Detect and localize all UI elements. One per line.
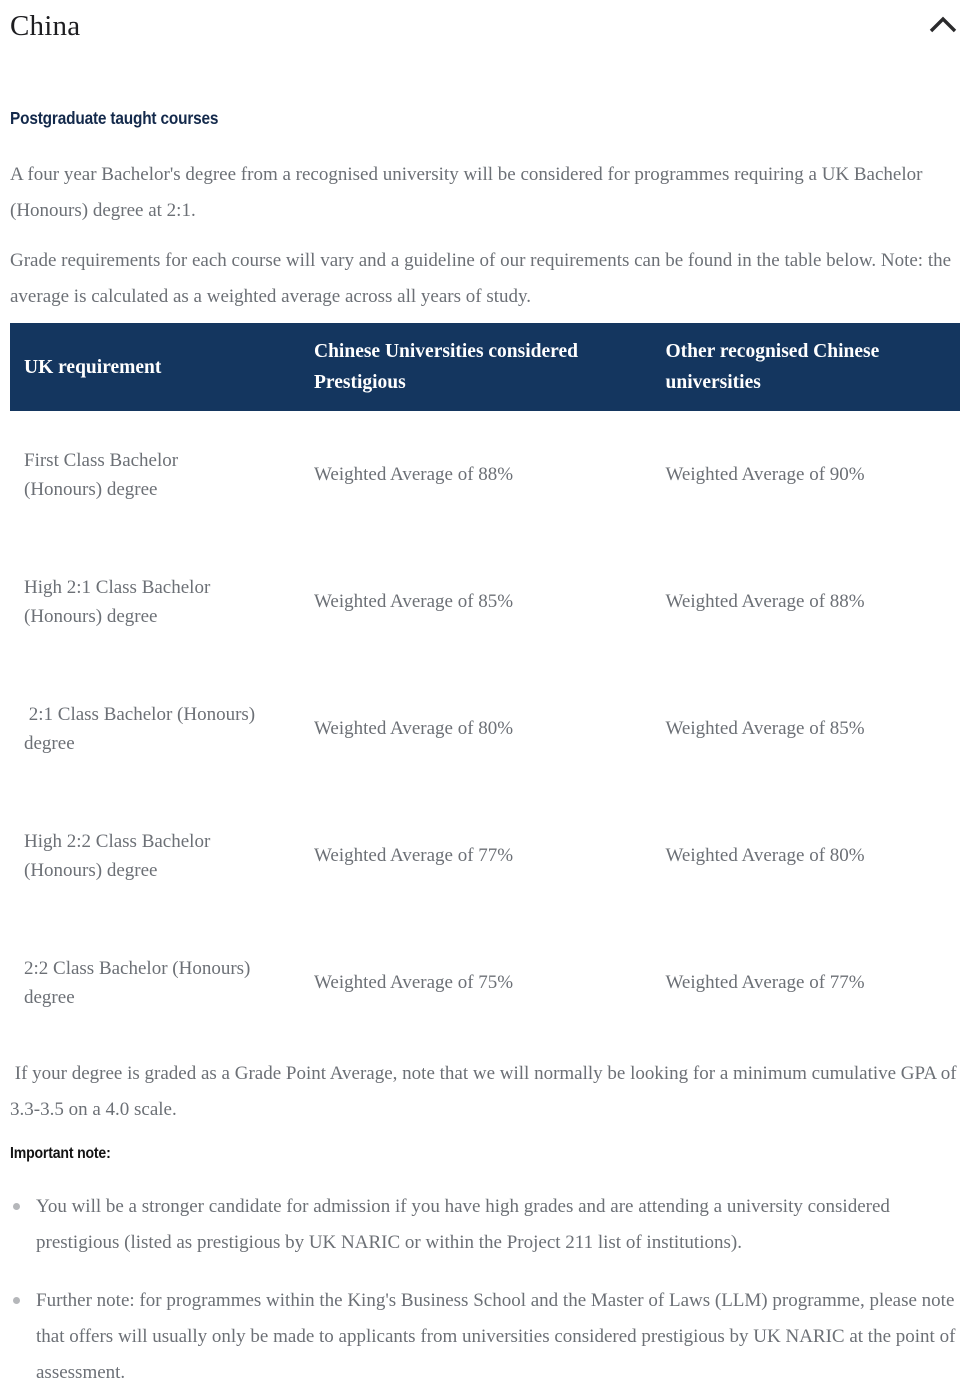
cell-uk-requirement: First Class Bachelor (Honours) degree (24, 449, 179, 500)
cell-other-value: Weighted Average of 90% (665, 464, 865, 485)
page-title: China (10, 10, 81, 42)
table-row: 2:2 Class Bachelor (Honours) degree Weig… (10, 919, 960, 1046)
cell-uk-requirement: 2:1 Class Bachelor (Honours) degree (24, 703, 256, 754)
cell-other-value: Weighted Average of 77% (665, 972, 865, 993)
gpa-note-paragraph: If your degree is graded as a Grade Poin… (10, 1063, 962, 1120)
list-item-business-school-note: Further note: for programmes within the … (10, 1283, 960, 1391)
accordion-header-china[interactable]: China (10, 8, 960, 50)
cell-prestigious-value: Weighted Average of 85% (314, 591, 514, 612)
cell-uk-requirement: High 2:1 Class Bachelor (Honours) degree (24, 576, 211, 627)
cell-prestigious-value: Weighted Average of 77% (314, 845, 514, 866)
table-row: High 2:2 Class Bachelor (Honours) degree… (10, 792, 960, 919)
column-header-prestigious-universities: Chinese Universities considered Prestigi… (314, 323, 666, 411)
subheading-postgraduate-taught-courses: Postgraduate taught courses (10, 108, 219, 128)
column-header-other-universities: Other recognised Chinese universities (665, 323, 960, 411)
important-note-heading: Important note: (10, 1145, 111, 1162)
cell-uk-requirement: 2:2 Class Bachelor (Honours) degree (24, 957, 251, 1008)
grade-requirements-paragraph: Grade requirements for each course will … (10, 250, 956, 307)
table-row: 2:1 Class Bachelor (Honours) degree Weig… (10, 665, 960, 792)
table-header-row: UK requirement Chinese Universities cons… (10, 323, 960, 411)
cell-prestigious-value: Weighted Average of 75% (314, 972, 514, 993)
cell-other-value: Weighted Average of 88% (665, 591, 865, 612)
cell-other-value: Weighted Average of 85% (665, 718, 865, 739)
chevron-up-icon[interactable] (928, 14, 958, 36)
column-header-uk-requirement: UK requirement (10, 323, 314, 411)
table-row: First Class Bachelor (Honours) degree We… (10, 411, 960, 538)
cell-other-value: Weighted Average of 80% (665, 845, 865, 866)
intro-paragraph: A four year Bachelor's degree from a rec… (10, 164, 928, 221)
table-row: High 2:1 Class Bachelor (Honours) degree… (10, 538, 960, 665)
important-notes-list: You will be a stronger candidate for adm… (10, 1189, 960, 1391)
list-item-prestigious-candidate: You will be a stronger candidate for adm… (10, 1189, 960, 1261)
cell-uk-requirement: High 2:2 Class Bachelor (Honours) degree (24, 830, 211, 881)
cell-prestigious-value: Weighted Average of 80% (314, 718, 514, 739)
requirements-table: UK requirement Chinese Universities cons… (10, 323, 960, 1046)
cell-prestigious-value: Weighted Average of 88% (314, 464, 514, 485)
